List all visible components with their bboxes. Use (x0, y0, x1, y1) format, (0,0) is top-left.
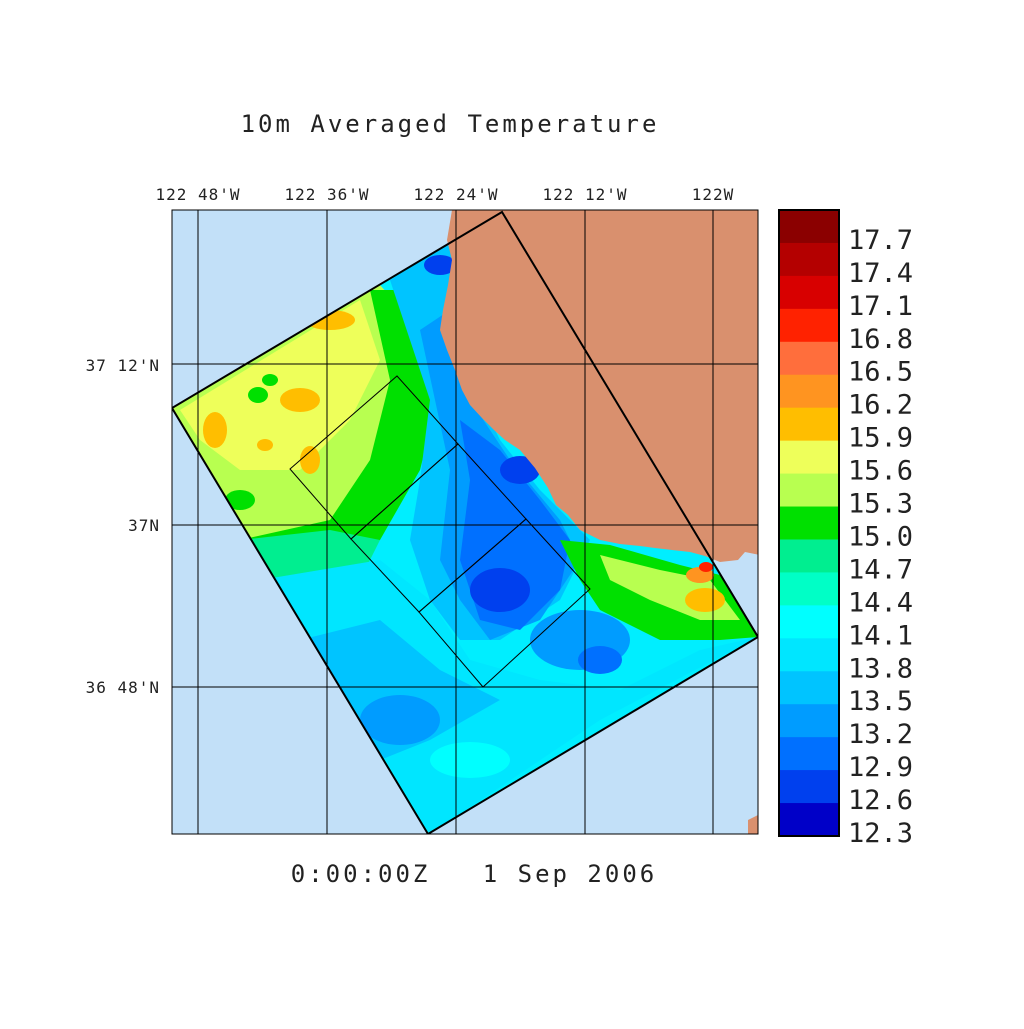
colorbar-label: 14.4 (848, 587, 913, 618)
colorbar-swatch (779, 803, 839, 837)
colorbar-label: 13.8 (848, 653, 913, 684)
colorbar-label: 15.9 (848, 423, 913, 454)
lat-tick-label: 36 48'N (86, 678, 160, 697)
colorbar-label: 17.7 (848, 225, 913, 256)
colorbar-swatch (779, 671, 839, 705)
lon-tick-label: 122 48'W (155, 185, 240, 204)
colorbar-swatch (779, 374, 839, 409)
colorbar-swatch (779, 242, 839, 277)
colorbar-swatch (779, 770, 839, 804)
colorbar-label: 16.2 (848, 390, 913, 421)
timestamp-label: 0:00:00Z 1 Sep 2006 (291, 860, 657, 888)
colorbar-swatch (779, 506, 839, 540)
latitude-tick-labels: 37 12'N 37N 36 48'N (86, 356, 160, 697)
colorbar-swatch (779, 572, 839, 606)
colorbar-swatch (779, 308, 839, 343)
map-title: 10m Averaged Temperature (241, 110, 660, 138)
colorbar-label: 15.6 (848, 456, 913, 487)
colorbar-swatch (779, 737, 839, 771)
plot-area (172, 210, 758, 834)
colorbar-label: 16.8 (848, 324, 913, 355)
lon-tick-label: 122 12'W (542, 185, 627, 204)
colorbar-frame (778, 209, 840, 837)
land-islet (748, 815, 758, 834)
colorbar-label: 13.5 (848, 686, 913, 717)
model-domain-outline (172, 210, 758, 834)
colorbar-label: 13.2 (848, 719, 913, 750)
plot-frame (171, 209, 759, 835)
colorbar-label: 14.1 (848, 620, 913, 651)
colorbar-swatch (779, 539, 839, 573)
colorbar-label: 17.1 (848, 291, 913, 322)
colorbar-swatch (779, 605, 839, 639)
colorbar-swatch (779, 341, 839, 376)
colorbar-label: 15.0 (848, 521, 913, 552)
colorbar-label: 12.3 (848, 818, 913, 849)
colorbar-label: 12.6 (848, 785, 913, 816)
lat-tick-label: 37N (128, 516, 160, 535)
colorbar-label: 16.5 (848, 357, 913, 388)
colorbar-swatch (779, 473, 839, 508)
lon-tick-label: 122 24'W (413, 185, 498, 204)
colorbar-label: 17.4 (848, 258, 913, 289)
longitude-tick-labels: 122 48'W 122 36'W 122 24'W 122 12'W 122W (155, 185, 735, 204)
colorbar-swatch (779, 210, 839, 244)
lon-tick-label: 122W (692, 185, 735, 204)
colorbar-label: 15.3 (848, 489, 913, 520)
colorbar-label: 12.9 (848, 752, 913, 783)
colorbar-swatch (779, 275, 839, 310)
graticule (172, 210, 758, 834)
colorbar-label: 14.7 (848, 554, 913, 585)
nested-grid-box (418, 518, 591, 688)
lat-tick-label: 37 12'N (86, 356, 160, 375)
colorbar-swatch (779, 440, 839, 475)
land-mass (440, 210, 758, 562)
colorbar-swatch (779, 704, 839, 738)
colorbar-swatch (779, 407, 839, 442)
lon-tick-label: 122 36'W (284, 185, 369, 204)
colorbar: 17.717.417.116.816.516.215.915.615.315.0… (778, 209, 913, 849)
colorbar-swatch (779, 638, 839, 672)
